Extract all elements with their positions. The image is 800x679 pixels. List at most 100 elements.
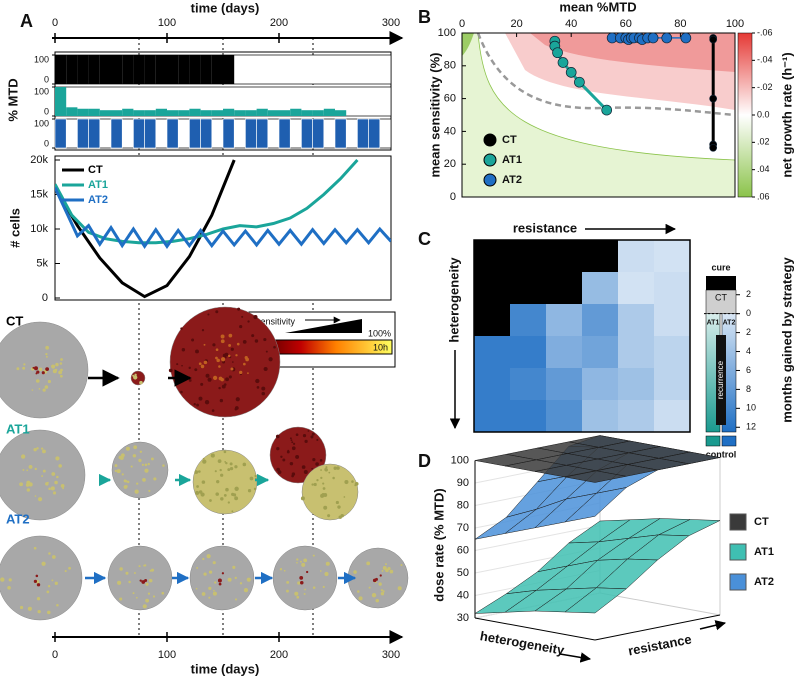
tumor-cell	[195, 587, 198, 590]
tumor-cell	[132, 374, 135, 377]
tumor-cell	[279, 568, 283, 571]
tumor-cell	[45, 345, 49, 350]
y-tick-label: 100	[34, 118, 49, 128]
tumor-cell	[325, 466, 328, 469]
tumor-cell	[150, 568, 155, 572]
tumor-cell	[60, 483, 65, 488]
tumor-cell	[215, 310, 219, 314]
tumor-cell	[181, 364, 183, 367]
tumor-cell	[316, 438, 319, 441]
legend-swatch	[483, 133, 497, 147]
tumor-cell	[45, 482, 49, 486]
control-block	[721, 435, 737, 447]
tumor-cell	[141, 580, 146, 584]
colorbar-tick-label: 2	[746, 327, 751, 337]
tumor-cell	[234, 465, 238, 469]
x-tick-label: 100	[726, 18, 744, 30]
tumor-cell	[246, 577, 251, 582]
colorbar-tick-label: -.02	[757, 82, 773, 92]
heat-cell	[582, 240, 618, 272]
tumor	[189, 545, 255, 611]
tumor-cell	[296, 558, 299, 561]
tumor-cell	[220, 334, 225, 339]
tumor-cell	[0, 577, 5, 582]
tumor-cell	[60, 374, 63, 378]
tumor-cell	[202, 459, 207, 464]
tumor-cell	[44, 385, 49, 389]
dose-bar	[55, 87, 67, 116]
y-tick-label: 0	[42, 292, 48, 304]
tumor-cell	[51, 364, 54, 368]
tumor-cell	[216, 479, 220, 484]
tumor-cell	[138, 565, 141, 568]
tumor-cell	[204, 399, 210, 405]
tumor-cell	[344, 480, 349, 485]
tumor-cell	[132, 454, 137, 458]
tumor-cell	[263, 366, 268, 372]
tumor-cell	[34, 467, 37, 471]
tumor-cell	[52, 369, 57, 374]
legend-label: CT	[754, 516, 769, 528]
tumor-cell	[114, 469, 117, 472]
tumor-cell	[198, 396, 203, 401]
legend-swatch	[729, 573, 747, 591]
tumor-cell	[125, 446, 130, 451]
dose-bar	[245, 110, 257, 116]
image-row-label: CT	[6, 313, 23, 328]
panel-label: D	[418, 451, 431, 471]
z-tick-label: 60	[457, 544, 469, 556]
dose-bar	[334, 118, 347, 149]
dose-bar	[290, 108, 302, 116]
legend-label: CT	[88, 164, 103, 176]
tumor-cell	[225, 461, 228, 465]
dose-bar	[66, 55, 78, 84]
dose-bar	[99, 55, 111, 84]
tumor-cell	[51, 472, 56, 476]
dose-bar	[256, 118, 269, 149]
tumor-cell	[324, 467, 328, 472]
tumor-cell	[196, 485, 199, 488]
dose-bar	[211, 55, 223, 84]
tumor-cell	[232, 565, 236, 569]
z-tick-label: 100	[451, 454, 469, 466]
tumor-cell	[201, 592, 206, 596]
tumor-cell	[217, 578, 222, 583]
tumor-cell	[295, 433, 299, 437]
tumor-cell	[244, 356, 248, 360]
legend-swatch	[483, 173, 497, 187]
b-background	[461, 32, 736, 198]
tumor-cell	[224, 460, 227, 463]
tumor-cell	[315, 462, 319, 466]
tumor-cell	[320, 493, 325, 498]
tumor-cell	[38, 387, 41, 390]
tumor-cell	[219, 468, 222, 472]
tumor-cell	[32, 366, 35, 369]
x-tick-label: 0	[52, 649, 58, 661]
tumor-cell	[371, 592, 377, 598]
colorbar-bottom-label: control	[706, 449, 737, 459]
tumor-cell	[220, 357, 226, 362]
tumor-cell	[114, 464, 118, 468]
axis-line	[474, 617, 596, 641]
tumor-cell	[319, 570, 322, 572]
x-tick-label: 100	[158, 649, 176, 661]
tumor-cell	[231, 510, 234, 513]
colorbar-tick-label: 2	[746, 289, 751, 299]
tumor-cell	[300, 581, 304, 585]
dose-bar	[111, 55, 123, 84]
tumor-cell	[51, 579, 54, 582]
legend-label: AT1	[502, 154, 522, 166]
tumor-cell	[286, 589, 289, 593]
tumor-cell	[142, 604, 147, 609]
dose-bar	[312, 118, 325, 149]
tumor-cell	[139, 579, 142, 582]
tumor-cell	[145, 582, 149, 586]
colorbar-tick-label: 6	[746, 365, 751, 375]
tumor-cell	[198, 490, 203, 494]
tumor-cell	[188, 379, 192, 382]
tumor-cell	[42, 388, 46, 392]
tumor-cell	[180, 390, 183, 394]
tumor-cell	[300, 560, 302, 563]
heat-cell	[618, 240, 654, 272]
tumor-cell	[161, 591, 165, 595]
